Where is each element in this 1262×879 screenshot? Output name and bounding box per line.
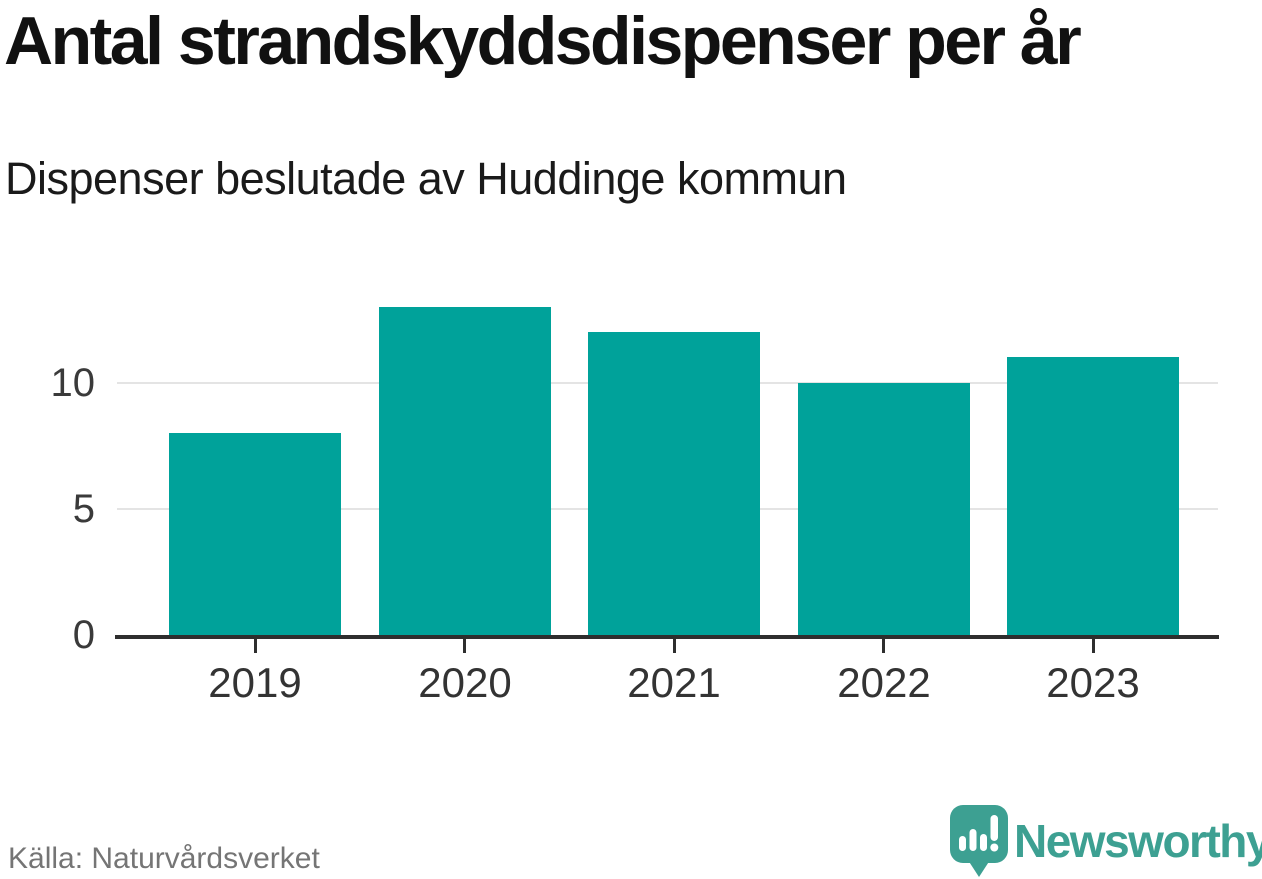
x-tick-2021 <box>673 639 676 653</box>
x-axis-label-2019: 2019 <box>208 659 302 706</box>
x-axis-label-2021: 2021 <box>627 659 721 706</box>
x-axis-label-2020: 2020 <box>418 659 512 706</box>
bar-2021 <box>588 332 760 635</box>
x-axis-label-2022: 2022 <box>837 659 931 706</box>
x-tick-2019 <box>254 639 257 653</box>
source-label: Källa: Naturvårdsverket <box>8 842 320 875</box>
bar-2020 <box>379 307 551 635</box>
y-axis-label-10: 10 <box>50 361 96 405</box>
newsworthy-wordmark: Newsworthy <box>1014 815 1262 867</box>
newsworthy-bubble-chart-icon <box>950 805 1008 877</box>
x-axis-label-2023: 2023 <box>1046 659 1140 706</box>
x-axis-line <box>115 635 1219 639</box>
x-tick-2023 <box>1092 639 1095 653</box>
chart-subtitle: Dispenser beslutade av Huddinge kommun <box>5 153 847 204</box>
bar-2023 <box>1007 357 1179 635</box>
x-tick-2022 <box>882 639 885 653</box>
bar-2019 <box>169 433 341 635</box>
x-tick-2020 <box>463 639 466 653</box>
y-axis-label-5: 5 <box>72 487 95 531</box>
chart-title: Antal strandskyddsdispenser per år <box>4 3 1082 79</box>
y-axis-label-0: 0 <box>72 613 95 657</box>
newsworthy-logo: Newsworthy <box>948 803 1262 879</box>
bar-2022 <box>798 383 970 635</box>
